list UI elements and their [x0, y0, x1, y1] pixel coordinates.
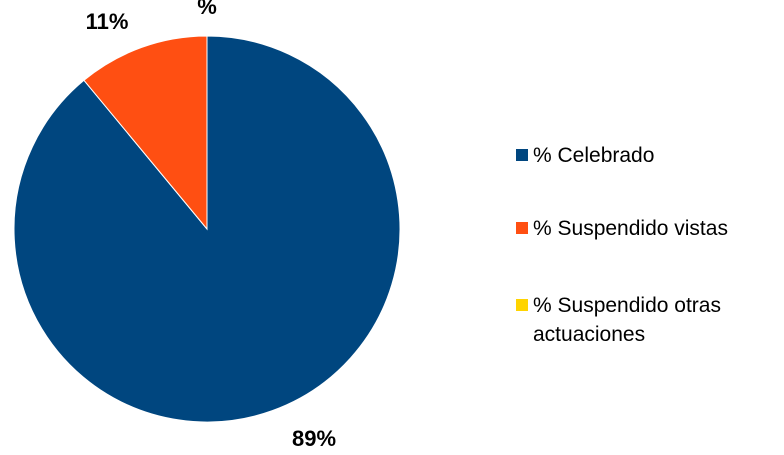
- pie-slice-2: [83, 35, 208, 231]
- legend-label-3: % Suspendido otras: [533, 294, 721, 317]
- data-label-3: %: [197, 0, 217, 19]
- data-label-2: 11%: [86, 9, 129, 34]
- legend-swatch-1: [516, 149, 528, 161]
- legend-swatch-3: [516, 299, 528, 311]
- data-label-1: 89%: [292, 426, 336, 450]
- legend-swatch-2: [516, 222, 528, 234]
- legend: % Celebrado % Suspendido vistas % Suspendi…: [516, 144, 728, 346]
- data-labels: 89% 11%%: [86, 0, 336, 451]
- legend-label-2: % Suspendido vistas: [533, 217, 728, 240]
- legend-label-3-line-2: actuaciones: [533, 323, 645, 346]
- pie-slices: [13, 35, 401, 423]
- legend-label-1: % Celebrado: [533, 144, 654, 167]
